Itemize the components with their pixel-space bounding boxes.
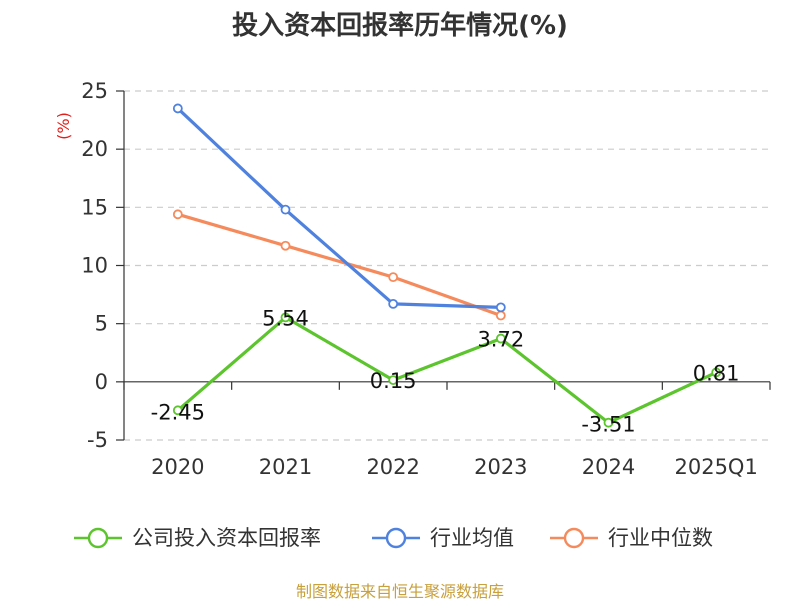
data-point — [388, 272, 399, 283]
data-point — [495, 333, 506, 344]
data-label: -3.51 — [581, 413, 635, 437]
legend-swatch-marker — [87, 527, 109, 549]
y-tick-label: 10 — [81, 254, 108, 278]
data-label: -2.45 — [151, 400, 205, 424]
data-point — [280, 204, 291, 215]
legend-label: 公司投入资本回报率 — [132, 526, 321, 550]
data-point — [388, 298, 399, 309]
source-note: 制图数据来自恒生聚源数据库 — [296, 582, 504, 600]
x-tick-label: 2023 — [474, 455, 527, 479]
data-point — [172, 103, 183, 114]
y-tick-label: 5 — [95, 312, 108, 336]
x-tick-labels: 2020 2021 2022 2023 2024 2025Q1 — [151, 455, 758, 479]
data-point — [280, 240, 291, 251]
legend-swatch-marker — [563, 527, 585, 549]
y-tick-labels: 25 20 15 10 5 0 -5 — [81, 79, 108, 452]
x-tick-label: 2021 — [259, 455, 312, 479]
x-tick-label: 2020 — [151, 455, 204, 479]
chart-title: 投入资本回报率历年情况(%) — [232, 10, 568, 41]
legend-label: 行业均值 — [430, 526, 514, 550]
axes — [116, 90, 771, 441]
data-label: 0.15 — [370, 369, 417, 393]
y-tick-label: 20 — [81, 137, 108, 161]
series-line — [176, 107, 501, 309]
data-labels: -2.45 5.54 0.15 3.72 -3.51 0.81 — [151, 306, 740, 436]
x-tick-label: 2025Q1 — [674, 455, 757, 479]
legend: 公司投入资本回报率 行业均值 行业中位数 — [74, 526, 713, 550]
series-line — [177, 212, 502, 318]
y-tick-label: 15 — [81, 195, 108, 219]
series-line — [176, 315, 717, 425]
data-point — [495, 302, 506, 313]
data-label: 0.81 — [693, 361, 740, 385]
x-tick-label: 2022 — [366, 455, 419, 479]
data-point — [711, 367, 722, 378]
y-axis-unit: (%) — [54, 112, 73, 140]
data-point — [280, 312, 291, 323]
data-point — [603, 417, 614, 428]
data-point — [388, 375, 399, 385]
data-point — [172, 209, 183, 220]
data-label: 5.54 — [262, 306, 309, 330]
legend-label: 行业中位数 — [608, 526, 713, 550]
data-point — [172, 405, 183, 416]
data-label: 3.72 — [477, 328, 524, 352]
gridlines — [124, 90, 770, 441]
series-lines — [172, 103, 722, 428]
legend-swatch-marker — [385, 527, 407, 549]
y-tick-label: -5 — [87, 428, 108, 452]
y-tick-label: 25 — [81, 79, 108, 103]
data-point — [495, 310, 506, 321]
y-tick-label: 0 — [95, 370, 108, 394]
x-tick-label: 2024 — [582, 455, 635, 479]
